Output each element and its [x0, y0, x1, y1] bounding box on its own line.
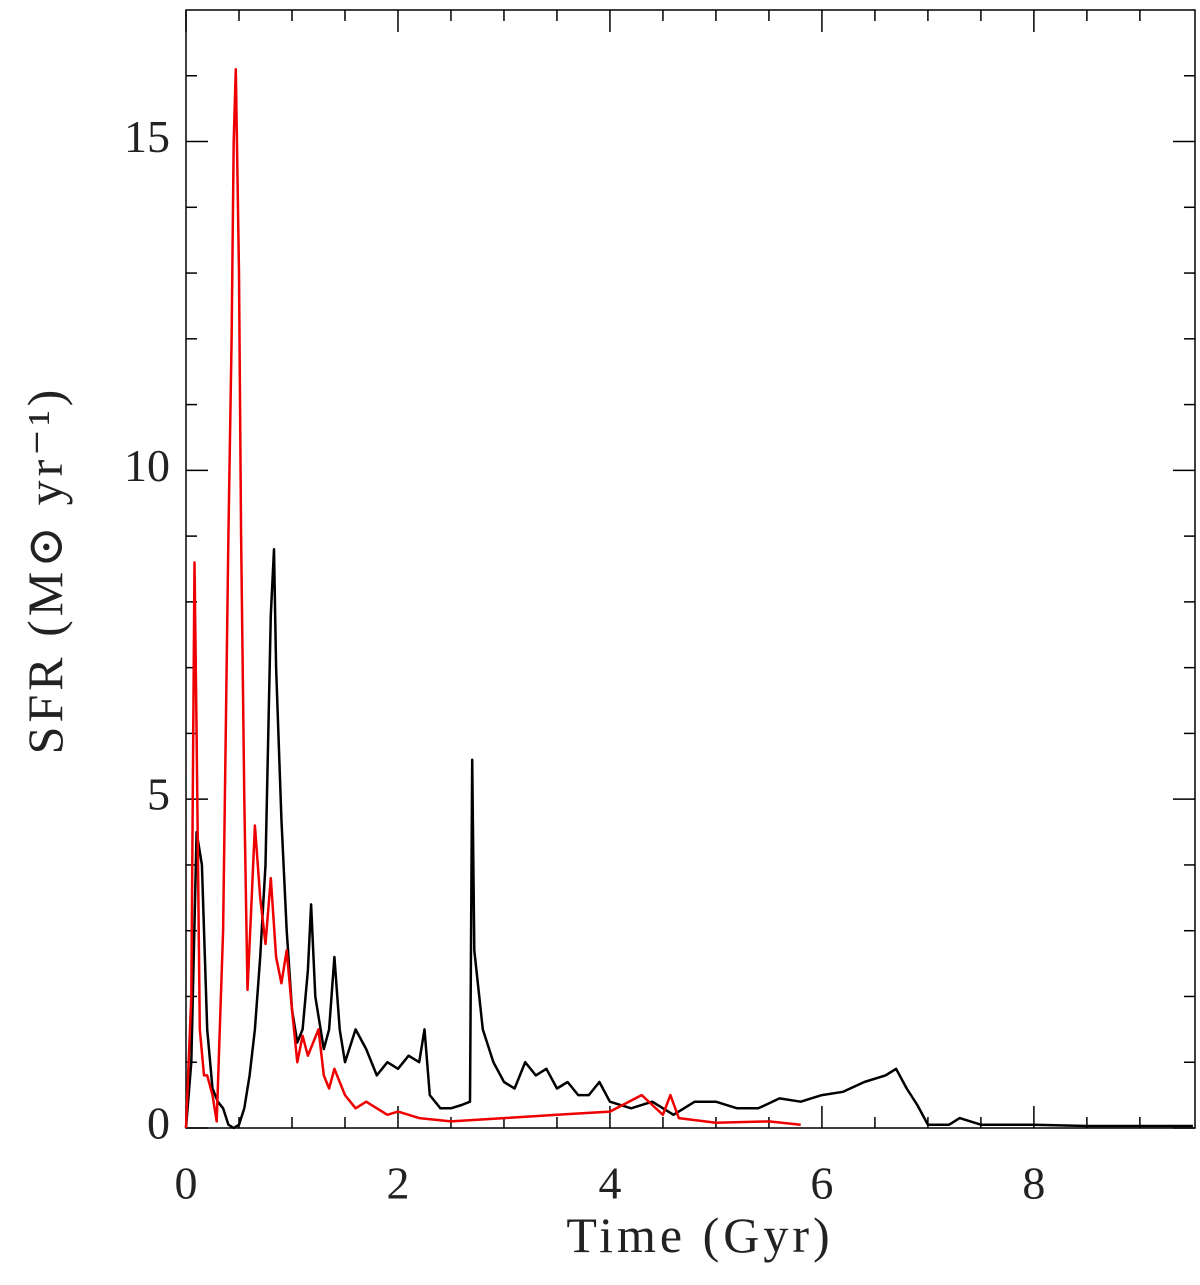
series-line	[184, 548, 1193, 1130]
y-tick-label: 5	[147, 769, 170, 820]
x-tick-label: 8	[1022, 1158, 1045, 1209]
y-tick-label: 10	[124, 440, 170, 491]
y-tick-label: 0	[147, 1098, 170, 1149]
y-tick-label: 15	[124, 111, 170, 162]
x-axis-title: Time (Gyr)	[566, 1207, 833, 1263]
x-tick-label: 4	[598, 1158, 621, 1209]
y-axis-title: SFR (M⊙ yr⁻¹)	[17, 386, 73, 755]
x-tick-label: 6	[810, 1158, 833, 1209]
plot-frame	[185, 9, 1196, 1129]
x-tick-label: 2	[386, 1158, 409, 1209]
x-tick-label: 0	[175, 1158, 198, 1209]
series-line	[184, 67, 801, 1129]
